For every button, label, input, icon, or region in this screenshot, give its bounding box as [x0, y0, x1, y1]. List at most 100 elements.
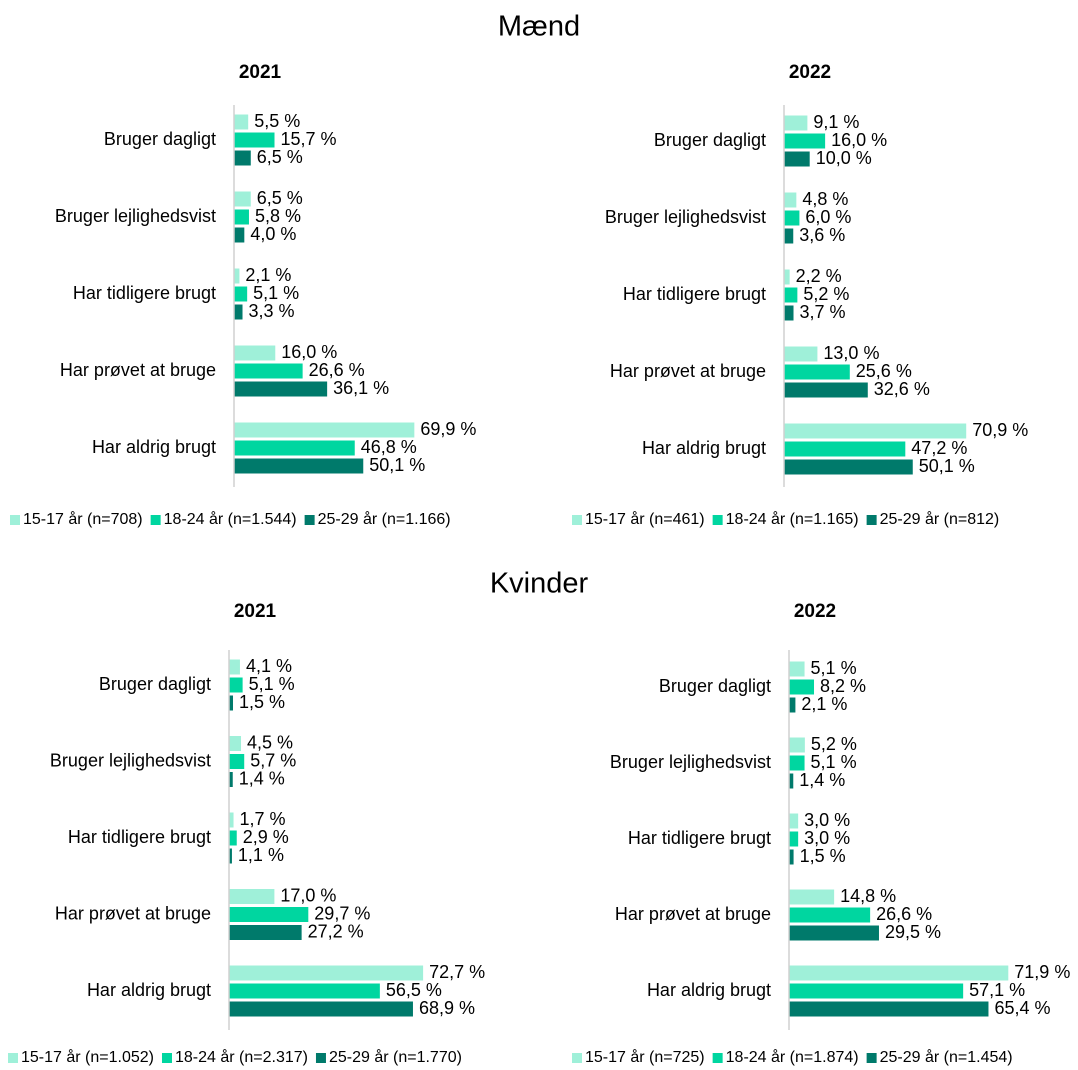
legend-swatch	[712, 515, 723, 525]
bar	[234, 440, 355, 456]
bar	[229, 736, 242, 751]
bar	[789, 831, 799, 847]
value-label: 10,0 %	[816, 148, 872, 168]
category-label: Har aldrig brugt	[92, 437, 216, 457]
bar	[234, 132, 275, 148]
legend-swatch	[572, 515, 582, 525]
bar	[784, 441, 906, 457]
value-label: 68,9 %	[419, 998, 475, 1018]
bar	[789, 697, 796, 713]
bar	[234, 114, 249, 130]
value-label: 1,4 %	[239, 768, 285, 788]
value-label: 4,1 %	[246, 656, 292, 676]
value-label: 69,9 %	[420, 419, 476, 439]
bar	[234, 286, 248, 302]
bar	[229, 695, 234, 711]
value-label: 3,3 %	[249, 301, 295, 321]
bar	[789, 661, 805, 677]
legend-swatch	[866, 1053, 877, 1063]
value-label: 4,5 %	[247, 732, 293, 752]
bar	[789, 907, 871, 923]
value-label: 14,8 %	[840, 886, 896, 906]
bar	[789, 1001, 989, 1017]
bar	[789, 679, 815, 695]
category-label: Bruger dagligt	[654, 130, 766, 150]
value-label: 15,7 %	[281, 129, 337, 149]
value-label: 6,5 %	[257, 188, 303, 208]
bar	[784, 364, 850, 380]
value-label: 5,1 %	[253, 283, 299, 303]
bar	[229, 677, 243, 693]
value-label: 16,0 %	[281, 342, 337, 362]
value-label: 3,6 %	[799, 225, 845, 245]
bar	[784, 305, 794, 321]
bar	[229, 983, 380, 999]
bar	[234, 458, 364, 474]
category-label: Har aldrig brugt	[647, 980, 771, 1000]
bar	[784, 151, 810, 167]
legend-swatch	[712, 1053, 723, 1063]
bar	[229, 659, 240, 675]
bar	[234, 363, 303, 379]
value-label: 46,8 %	[361, 437, 417, 457]
legend-label: 15-17 år (n=725)	[585, 1048, 705, 1066]
value-label: 47,2 %	[911, 438, 967, 458]
category-label: Har tidligere brugt	[73, 283, 216, 303]
value-label: 3,7 %	[800, 302, 846, 322]
category-label: Har prøvet at bruge	[60, 360, 216, 380]
category-label: Bruger lejlighedsvist	[50, 750, 211, 770]
legend-swatch	[161, 1053, 172, 1063]
legend-label: 25-29 år (n=1.770)	[329, 1048, 462, 1066]
bar	[784, 192, 797, 208]
value-label: 56,5 %	[386, 980, 442, 1000]
category-label: Har prøvet at bruge	[610, 361, 766, 381]
bar	[229, 889, 275, 904]
value-label: 70,9 %	[972, 420, 1028, 440]
bar	[789, 925, 879, 941]
value-label: 6,5 %	[257, 147, 303, 167]
legend-swatch	[304, 515, 315, 525]
value-label: 5,1 %	[249, 674, 295, 694]
value-label: 1,5 %	[239, 692, 285, 712]
bar	[229, 925, 302, 940]
bar	[234, 191, 251, 207]
legend-label: 18-24 år (n=1.874)	[726, 1048, 859, 1066]
bar	[234, 268, 240, 284]
bar	[784, 269, 790, 285]
bar	[789, 983, 964, 999]
legend-label: 25-29 år (n=1.166)	[318, 510, 451, 528]
bar	[229, 965, 424, 981]
value-label: 50,1 %	[919, 456, 975, 476]
value-label: 1,7 %	[240, 809, 286, 829]
panel-title: 2022	[789, 62, 831, 83]
category-label: Har aldrig brugt	[87, 980, 211, 1000]
panel-title: 2021	[234, 601, 277, 622]
value-label: 36,1 %	[333, 378, 389, 398]
value-label: 50,1 %	[369, 455, 425, 475]
legend-swatch	[572, 1053, 582, 1063]
section-title: Mænd	[498, 11, 580, 43]
bar	[789, 965, 1009, 981]
legend-label: 18-24 år (n=1.544)	[164, 510, 297, 528]
value-label: 13,0 %	[823, 343, 879, 363]
value-label: 2,1 %	[801, 694, 847, 714]
bar	[234, 227, 245, 243]
category-label: Bruger dagligt	[659, 676, 771, 696]
category-label: Har aldrig brugt	[642, 438, 766, 458]
legend-label: 15-17 år (n=708)	[23, 510, 143, 528]
panel-title: 2022	[794, 601, 836, 622]
value-label: 5,2 %	[803, 284, 849, 304]
bar	[234, 422, 415, 438]
value-label: 16,0 %	[831, 130, 887, 150]
value-label: 5,1 %	[811, 752, 857, 772]
bar	[789, 849, 794, 865]
value-label: 3,0 %	[804, 828, 850, 848]
value-label: 5,2 %	[811, 734, 857, 754]
bar	[789, 889, 835, 905]
bar	[234, 150, 251, 166]
value-label: 2,2 %	[796, 266, 842, 286]
bar	[229, 772, 233, 787]
category-label: Bruger lejlighedsvist	[605, 207, 766, 227]
bar	[789, 773, 794, 789]
category-label: Bruger lejlighedsvist	[55, 206, 216, 226]
